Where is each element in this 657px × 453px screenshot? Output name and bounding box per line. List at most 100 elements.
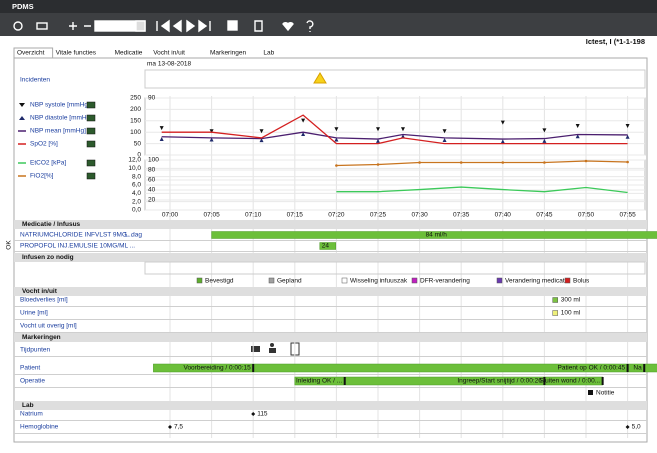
y-tick-label: 40 — [148, 187, 156, 194]
note-swatch — [588, 390, 593, 395]
monitor-icon — [86, 159, 96, 167]
point — [626, 160, 629, 164]
plot-frame — [144, 97, 646, 156]
time-tick-label: 07:00 — [162, 212, 179, 219]
fluid-value: 100 ml — [561, 310, 581, 317]
point — [209, 129, 214, 134]
point — [376, 163, 380, 166]
monitor-icon — [86, 172, 96, 180]
time-tick-label: 07:10 — [245, 212, 262, 219]
point — [442, 137, 447, 142]
legend-label: Bolus — [573, 278, 590, 285]
section-header — [14, 220, 647, 229]
time-tick-label: 07:20 — [328, 212, 345, 219]
incident-icon — [313, 72, 327, 84]
section-header — [14, 253, 647, 262]
section-title: Markeringen — [22, 334, 61, 341]
point — [301, 132, 306, 137]
tab[interactable]: Markeringen — [210, 50, 247, 57]
point — [159, 137, 164, 142]
y-tick-label: 0 — [137, 152, 141, 159]
legend-key — [19, 103, 25, 107]
monitor-icon — [86, 127, 96, 135]
series-line — [336, 160, 628, 167]
legend-key — [19, 116, 25, 120]
legend-swatch — [196, 277, 203, 284]
y-tick-label: 10,0 — [128, 165, 141, 172]
toolbar-icons[interactable] — [13, 19, 314, 33]
y-tick-label: 0,0 — [132, 207, 141, 214]
timepoint-icons — [251, 342, 300, 356]
window-title: PDMS — [12, 2, 34, 11]
lab-name: Hemoglobine — [20, 424, 59, 431]
y-tick-label: 60 — [148, 177, 156, 184]
event-label: Na — [633, 365, 642, 372]
event-marker — [252, 364, 255, 372]
lab-marker — [625, 425, 630, 429]
series-line — [336, 186, 628, 194]
date: ma 13-08-2018 — [147, 61, 191, 68]
event-marker — [626, 364, 629, 372]
section-title: Medicatie / Infusus — [22, 221, 81, 228]
lab-value: 7,5 — [174, 424, 183, 431]
dose-label: 24 — [322, 243, 330, 250]
lab-value: 5,0 — [632, 424, 641, 431]
time-tick-label: 07:40 — [495, 212, 512, 219]
time-tick-label: 07:45 — [536, 212, 553, 219]
tab[interactable]: Vocht in/uit — [153, 50, 185, 57]
section-header — [14, 401, 647, 410]
y-tick-label: 4,0 — [132, 190, 141, 197]
section-header — [14, 287, 647, 296]
fluid-name: Vocht uit overig [ml] — [20, 323, 77, 330]
legend-label: NBP diastole [mmHg] — [30, 115, 92, 122]
y-tick-label: 90 — [148, 95, 156, 102]
event-marker — [543, 377, 546, 385]
y-tick-label: 20 — [148, 197, 156, 204]
tab[interactable]: Overzicht — [17, 50, 45, 57]
lab-marker — [168, 425, 172, 429]
legend-swatch — [268, 277, 275, 284]
infusion-bar — [211, 231, 657, 239]
point — [159, 126, 164, 131]
point — [301, 118, 306, 123]
time-tick-label: 07:30 — [411, 212, 428, 219]
event-label: Sluiten wond / 0:00... — [539, 378, 600, 385]
event-marker — [601, 377, 604, 385]
section-title: Lab — [22, 402, 34, 409]
time-tick-label: 07:55 — [619, 212, 636, 219]
y-tick-label: 6,0 — [132, 182, 141, 189]
point — [400, 134, 405, 139]
tab[interactable]: Medicatie — [115, 50, 143, 57]
medication-day: 1. dag — [124, 232, 142, 239]
y-tick-label: 100 — [148, 157, 159, 164]
y-tick-label: 200 — [130, 106, 141, 113]
point — [584, 159, 588, 163]
title-bar — [0, 0, 657, 13]
point — [575, 124, 580, 129]
marking-name: Patient — [20, 365, 40, 372]
monitor-icon — [86, 114, 96, 122]
legend-swatch — [341, 277, 348, 284]
y-tick-label: 12,0 — [128, 157, 141, 164]
legend-label: FiO2[%] — [30, 173, 54, 180]
note-label: Notitie — [596, 390, 615, 397]
point — [625, 124, 630, 129]
infusion-label: 84 ml/h — [426, 232, 448, 239]
fluid-name: Bloedverlies [ml] — [20, 297, 68, 304]
medication-name: PROPOFOL INJ.EMULSIE 10MG/ML ... — [20, 243, 135, 250]
point — [376, 127, 380, 132]
legend-label: EtCO2 [kPa] — [30, 160, 66, 167]
point — [442, 129, 447, 134]
event-label: Inleiding OK / ... — [296, 378, 342, 385]
lab-marker — [251, 412, 256, 416]
point — [400, 127, 405, 132]
time-tick-label: 07:05 — [203, 212, 220, 219]
tab[interactable]: Vitale functies — [56, 50, 97, 57]
marking-name: Tijdpunten — [20, 347, 50, 354]
monitor-icon — [86, 140, 96, 148]
tab[interactable]: Lab — [263, 50, 274, 57]
point — [259, 129, 264, 134]
point — [575, 134, 580, 139]
